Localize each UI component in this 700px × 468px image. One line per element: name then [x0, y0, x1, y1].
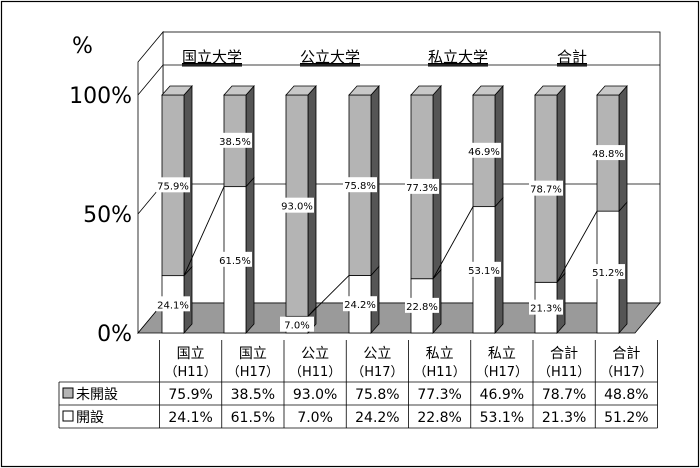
group-label: 公立大学: [300, 48, 360, 66]
y-unit-label: %: [72, 34, 93, 59]
gridline: [137, 64, 660, 96]
data-label-open-bg: [591, 264, 625, 280]
y-tick-label: 100%: [69, 84, 132, 109]
data-label-not-open: 93.0%: [281, 202, 313, 213]
legend-key: [62, 387, 74, 399]
table-cell: 24.1%: [168, 410, 212, 426]
data-label-not-open-bg: [156, 177, 190, 193]
series-line: [432, 206, 474, 279]
table-row-label: 未開設: [76, 387, 118, 403]
bar-top: [285, 85, 317, 96]
bar-top: [472, 85, 504, 96]
data-label-open: 24.2%: [344, 300, 376, 311]
data-label-open: 24.1%: [157, 300, 189, 311]
table-cell: 93.0%: [293, 387, 337, 403]
table-cell: 78.7%: [542, 387, 586, 403]
bar-top: [223, 85, 255, 96]
data-label-not-open: 77.3%: [406, 183, 438, 194]
series-line: [307, 275, 350, 317]
series-line: [556, 210, 598, 283]
category-sublabel: （H17）: [351, 365, 403, 380]
group-label: 私立大学: [428, 48, 488, 66]
category-sublabel: （H11）: [164, 365, 216, 380]
data-label-open: 61.5%: [219, 256, 251, 267]
data-label-open: 51.2%: [592, 268, 624, 279]
data-label-open: 7.0%: [284, 321, 309, 332]
bar-top: [348, 85, 380, 96]
category-label: 私立: [488, 346, 516, 362]
data-label-not-open-bg: [467, 142, 501, 158]
data-label-not-open-bg: [529, 180, 563, 196]
data-label-not-open-bg: [343, 177, 377, 193]
category-sublabel: （H11）: [538, 365, 590, 380]
category-sublabel: （H11）: [413, 365, 465, 380]
table-row-label: 開設: [76, 410, 104, 426]
data-label-open: 22.8%: [406, 302, 438, 313]
data-table: 国立 （H11） 国立 （H17） 公立 （H11） 公立 （H17） 私立 （H11） 私立 （H1…: [58, 340, 658, 429]
data-label-open-bg: [529, 299, 563, 315]
category-sublabel: （H17）: [227, 365, 279, 380]
data-label-not-open: 75.8%: [344, 181, 376, 192]
table-cell: 38.5%: [231, 387, 275, 403]
group-labels: 国立大学 公立大学 私立大学 合計: [182, 48, 587, 67]
table-cell: 24.2%: [355, 410, 399, 426]
group-label: 合計: [557, 48, 587, 66]
data-label-not-open-bg: [405, 178, 439, 194]
series-line: [183, 186, 225, 276]
table-cell: 51.2%: [604, 410, 648, 426]
table-cell: 75.9%: [168, 387, 212, 403]
data-label-not-open-bg: [218, 132, 252, 148]
table-cell: 77.3%: [417, 387, 461, 403]
chart-walls: [137, 30, 661, 335]
table-cell: 75.8%: [355, 387, 399, 403]
category-label: 私立: [426, 346, 454, 362]
data-label-open: 21.3%: [530, 304, 562, 315]
data-label-not-open-bg: [280, 197, 314, 213]
data-label-not-open: 75.9%: [157, 181, 189, 192]
category-sublabel: （H11）: [289, 365, 341, 380]
category-label: 国立: [239, 346, 267, 362]
bar-top: [534, 85, 566, 96]
legend-key: [62, 410, 74, 422]
data-label-open-bg: [467, 261, 501, 277]
y-axis: 0% 50% 100%: [69, 84, 132, 347]
category-label: 合計: [612, 346, 640, 362]
category-label: 合計: [550, 346, 578, 362]
table-cell: 7.0%: [297, 410, 333, 426]
data-label-not-open: 78.7%: [530, 185, 562, 196]
bar-top: [596, 85, 628, 96]
series-lines: [183, 186, 598, 317]
data-label-open: 53.1%: [468, 266, 500, 277]
table-cell: 53.1%: [480, 410, 524, 426]
table-cell: 22.8%: [417, 410, 461, 426]
category-label: 公立: [301, 346, 329, 362]
floor: [137, 302, 661, 334]
bar-top: [410, 85, 442, 96]
data-label-not-open: 48.8%: [592, 149, 624, 160]
table-cell: 48.8%: [604, 387, 648, 403]
table-cell: 21.3%: [542, 410, 586, 426]
category-label: 国立: [177, 346, 205, 362]
data-labels: 24.1% 75.9% 61.5% 38.5% 7.0% 93.0% 24.2% 75.8% 2…: [156, 132, 625, 332]
data-label-not-open: 46.9%: [468, 147, 500, 158]
y-tick-label: 50%: [83, 203, 132, 228]
table-cell: 46.9%: [480, 387, 524, 403]
category-sublabel: （H17）: [476, 365, 528, 380]
data-label-not-open-bg: [591, 145, 625, 161]
data-label-open-bg: [156, 296, 190, 312]
category-sublabel: （H17）: [600, 365, 652, 380]
data-label-open-bg: [218, 251, 252, 267]
table-cell: 61.5%: [231, 410, 275, 426]
bar-top: [161, 85, 193, 96]
y-tick-label: 0%: [97, 322, 132, 347]
data-label-open-bg: [280, 316, 314, 332]
data-label-open-bg: [405, 297, 439, 313]
data-label-open-bg: [343, 296, 377, 312]
data-label-not-open: 38.5%: [219, 137, 251, 148]
group-label: 国立大学: [182, 48, 242, 66]
category-label: 公立: [363, 346, 391, 362]
